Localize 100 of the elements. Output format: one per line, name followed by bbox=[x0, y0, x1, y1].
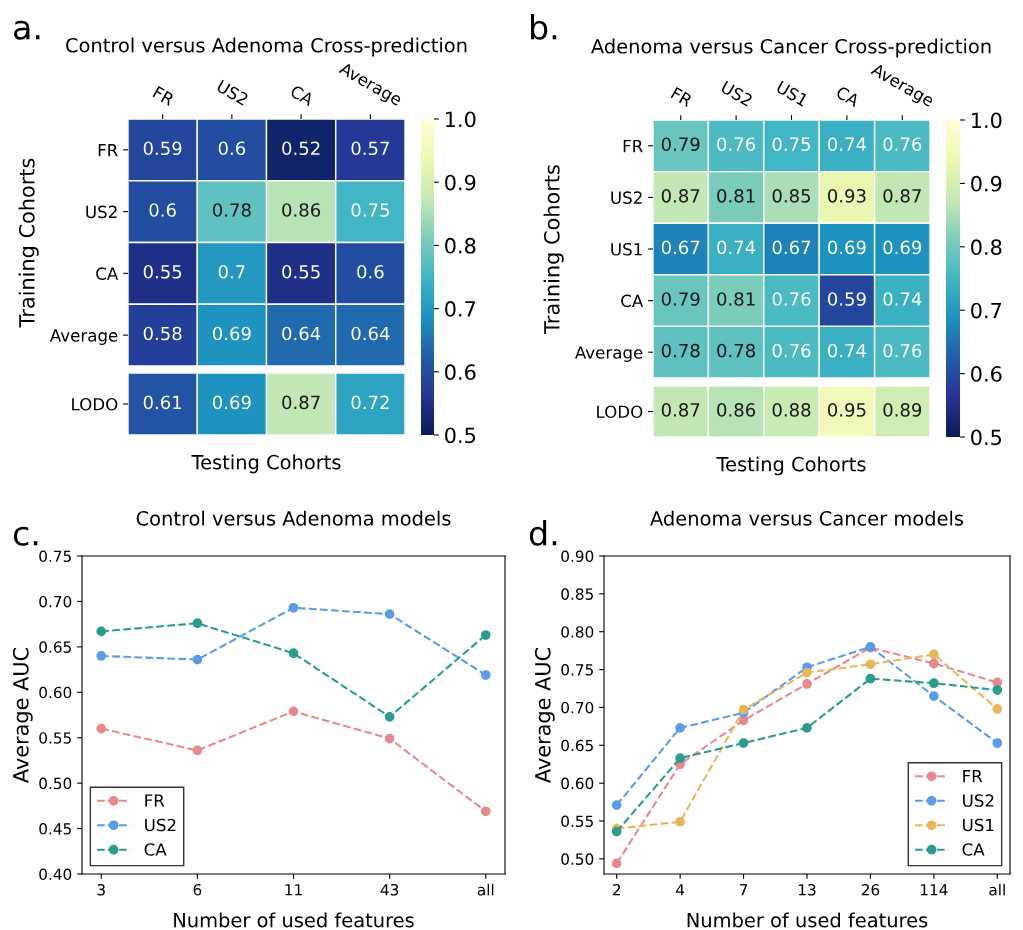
data-label: 0.78 bbox=[661, 343, 700, 358]
color-bar-label: 0.6 bbox=[445, 364, 476, 381]
y-tick-label: 0.80 bbox=[561, 626, 594, 638]
y-tick-label: Average bbox=[49, 329, 118, 345]
data-label: 0.74 bbox=[827, 343, 866, 358]
color-bar-label: 0.8 bbox=[971, 239, 1002, 256]
x-axis-title: Number of used features bbox=[687, 912, 928, 928]
data-label: 0.64 bbox=[282, 326, 321, 341]
y-tick-label: FR bbox=[98, 144, 118, 157]
color-bar-label: 0.9 bbox=[445, 174, 476, 191]
y-tick-label: LODO bbox=[597, 405, 643, 419]
data-label: 0.86 bbox=[282, 203, 321, 217]
x-tick-label: 11 bbox=[285, 884, 302, 896]
color-bar-label: 0.5 bbox=[971, 429, 1002, 446]
y-axis-title: Average AUC bbox=[534, 648, 555, 783]
data-label: 0.86 bbox=[717, 403, 756, 417]
data-label: 0.88 bbox=[772, 403, 811, 417]
data-label: 0.72 bbox=[351, 395, 389, 410]
chart-title: Adenoma versus Cancer Cross-prediction bbox=[591, 38, 991, 58]
y-tick-label: 0.45 bbox=[39, 823, 71, 835]
data-label: 0.81 bbox=[717, 188, 755, 203]
data-label: 0.57 bbox=[351, 141, 389, 156]
text: a. bbox=[14, 20, 40, 40]
data-label: 0.64 bbox=[351, 326, 390, 341]
y-tick-label: CA bbox=[96, 267, 119, 280]
data-label: 0.87 bbox=[661, 403, 700, 417]
text: c. bbox=[13, 526, 38, 546]
data-label: 0.74 bbox=[717, 240, 756, 255]
color-bar-label: 1.0 bbox=[446, 111, 476, 128]
x-tick-label: US2 bbox=[720, 80, 753, 107]
data-label: 0.74 bbox=[827, 137, 866, 152]
y-tick-label: LODO bbox=[72, 397, 118, 411]
text: b. bbox=[531, 14, 557, 40]
y-tick-label: 0.55 bbox=[561, 815, 593, 828]
color-bar-label: 0.7 bbox=[971, 302, 1002, 319]
y-tick-label: 0.50 bbox=[561, 853, 594, 865]
x-tick-label: 13 bbox=[798, 883, 816, 896]
y-tick-label: CA bbox=[621, 294, 644, 308]
x-tick-label: CA bbox=[289, 84, 315, 107]
data-label: 0.76 bbox=[772, 292, 811, 306]
data-label: 0.78 bbox=[212, 203, 251, 217]
data-label: 0.52 bbox=[282, 141, 320, 156]
y-tick-label: 0.40 bbox=[39, 868, 72, 881]
data-label: 0.55 bbox=[282, 264, 320, 279]
legend-label: US1 bbox=[963, 818, 994, 832]
chart-title: Control versus Adenoma models bbox=[136, 510, 451, 526]
y-tick-label: 0.90 bbox=[561, 550, 594, 563]
y-tick-label: 0.50 bbox=[39, 777, 72, 790]
y-tick-label: FR bbox=[623, 139, 643, 153]
data-label: 0.87 bbox=[883, 188, 921, 203]
color-bar-label: 0.8 bbox=[445, 237, 476, 254]
x-tick-label: US2 bbox=[216, 79, 249, 106]
data-label: 0.6 bbox=[149, 203, 176, 217]
x-tick-label: all bbox=[989, 883, 1005, 896]
chart-title: Adenoma versus Cancer models bbox=[650, 510, 964, 526]
data-label: 0.69 bbox=[212, 395, 251, 410]
x-tick-label: FR bbox=[152, 85, 176, 107]
data-label: 0.74 bbox=[883, 292, 922, 306]
legend-label: CA bbox=[962, 843, 985, 856]
x-axis-title: Number of used features bbox=[174, 912, 414, 928]
data-label: 0.79 bbox=[661, 137, 700, 152]
data-label: 0.76 bbox=[772, 343, 811, 358]
data-label: 0.69 bbox=[212, 326, 251, 341]
data-label: 0.61 bbox=[143, 395, 182, 410]
x-axis-title: Testing Cohorts bbox=[191, 454, 341, 474]
x-tick-label: all bbox=[477, 883, 494, 896]
data-label: 0.58 bbox=[143, 326, 182, 341]
y-axis-title: Average AUC bbox=[12, 648, 33, 783]
y-tick-label: 0.60 bbox=[39, 686, 72, 699]
x-tick-label: 6 bbox=[193, 883, 202, 896]
chart-title: Control versus Adenoma Cross-prediction bbox=[66, 37, 467, 57]
data-label: 0.85 bbox=[772, 188, 811, 203]
legend-label: US2 bbox=[963, 794, 994, 807]
data-label: 0.87 bbox=[282, 395, 320, 410]
data-label: 0.87 bbox=[661, 188, 700, 203]
data-label: 0.81 bbox=[717, 292, 755, 306]
data-label: 0.67 bbox=[772, 240, 811, 255]
legend-label: FR bbox=[145, 794, 165, 807]
y-tick-label: 0.75 bbox=[39, 550, 71, 563]
data-label: 0.76 bbox=[883, 343, 922, 358]
data-label: 0.69 bbox=[883, 240, 922, 255]
y-tick-label: Average bbox=[574, 346, 643, 362]
x-tick-label: US1 bbox=[775, 80, 809, 107]
color-bar-label: 0.7 bbox=[445, 301, 476, 317]
data-label: 0.55 bbox=[143, 264, 182, 279]
data-label: 0.76 bbox=[883, 137, 922, 152]
y-tick-label: 0.85 bbox=[561, 588, 593, 600]
y-tick-label: 0.65 bbox=[39, 641, 71, 653]
y-tick-label: 0.60 bbox=[561, 777, 594, 790]
x-tick-label: FR bbox=[670, 86, 694, 108]
color-bar-label: 1.0 bbox=[972, 112, 1002, 129]
data-label: 0.78 bbox=[717, 343, 755, 358]
x-tick-label: 114 bbox=[920, 884, 948, 896]
data-label: 0.75 bbox=[351, 203, 389, 217]
color-bar-label: 0.5 bbox=[445, 427, 476, 444]
data-label: 0.69 bbox=[827, 240, 866, 255]
x-tick-label: 3 bbox=[97, 883, 105, 896]
data-label: 0.6 bbox=[218, 141, 246, 156]
x-tick-label: 4 bbox=[676, 884, 685, 896]
x-axis-title: Testing Cohorts bbox=[716, 456, 866, 476]
